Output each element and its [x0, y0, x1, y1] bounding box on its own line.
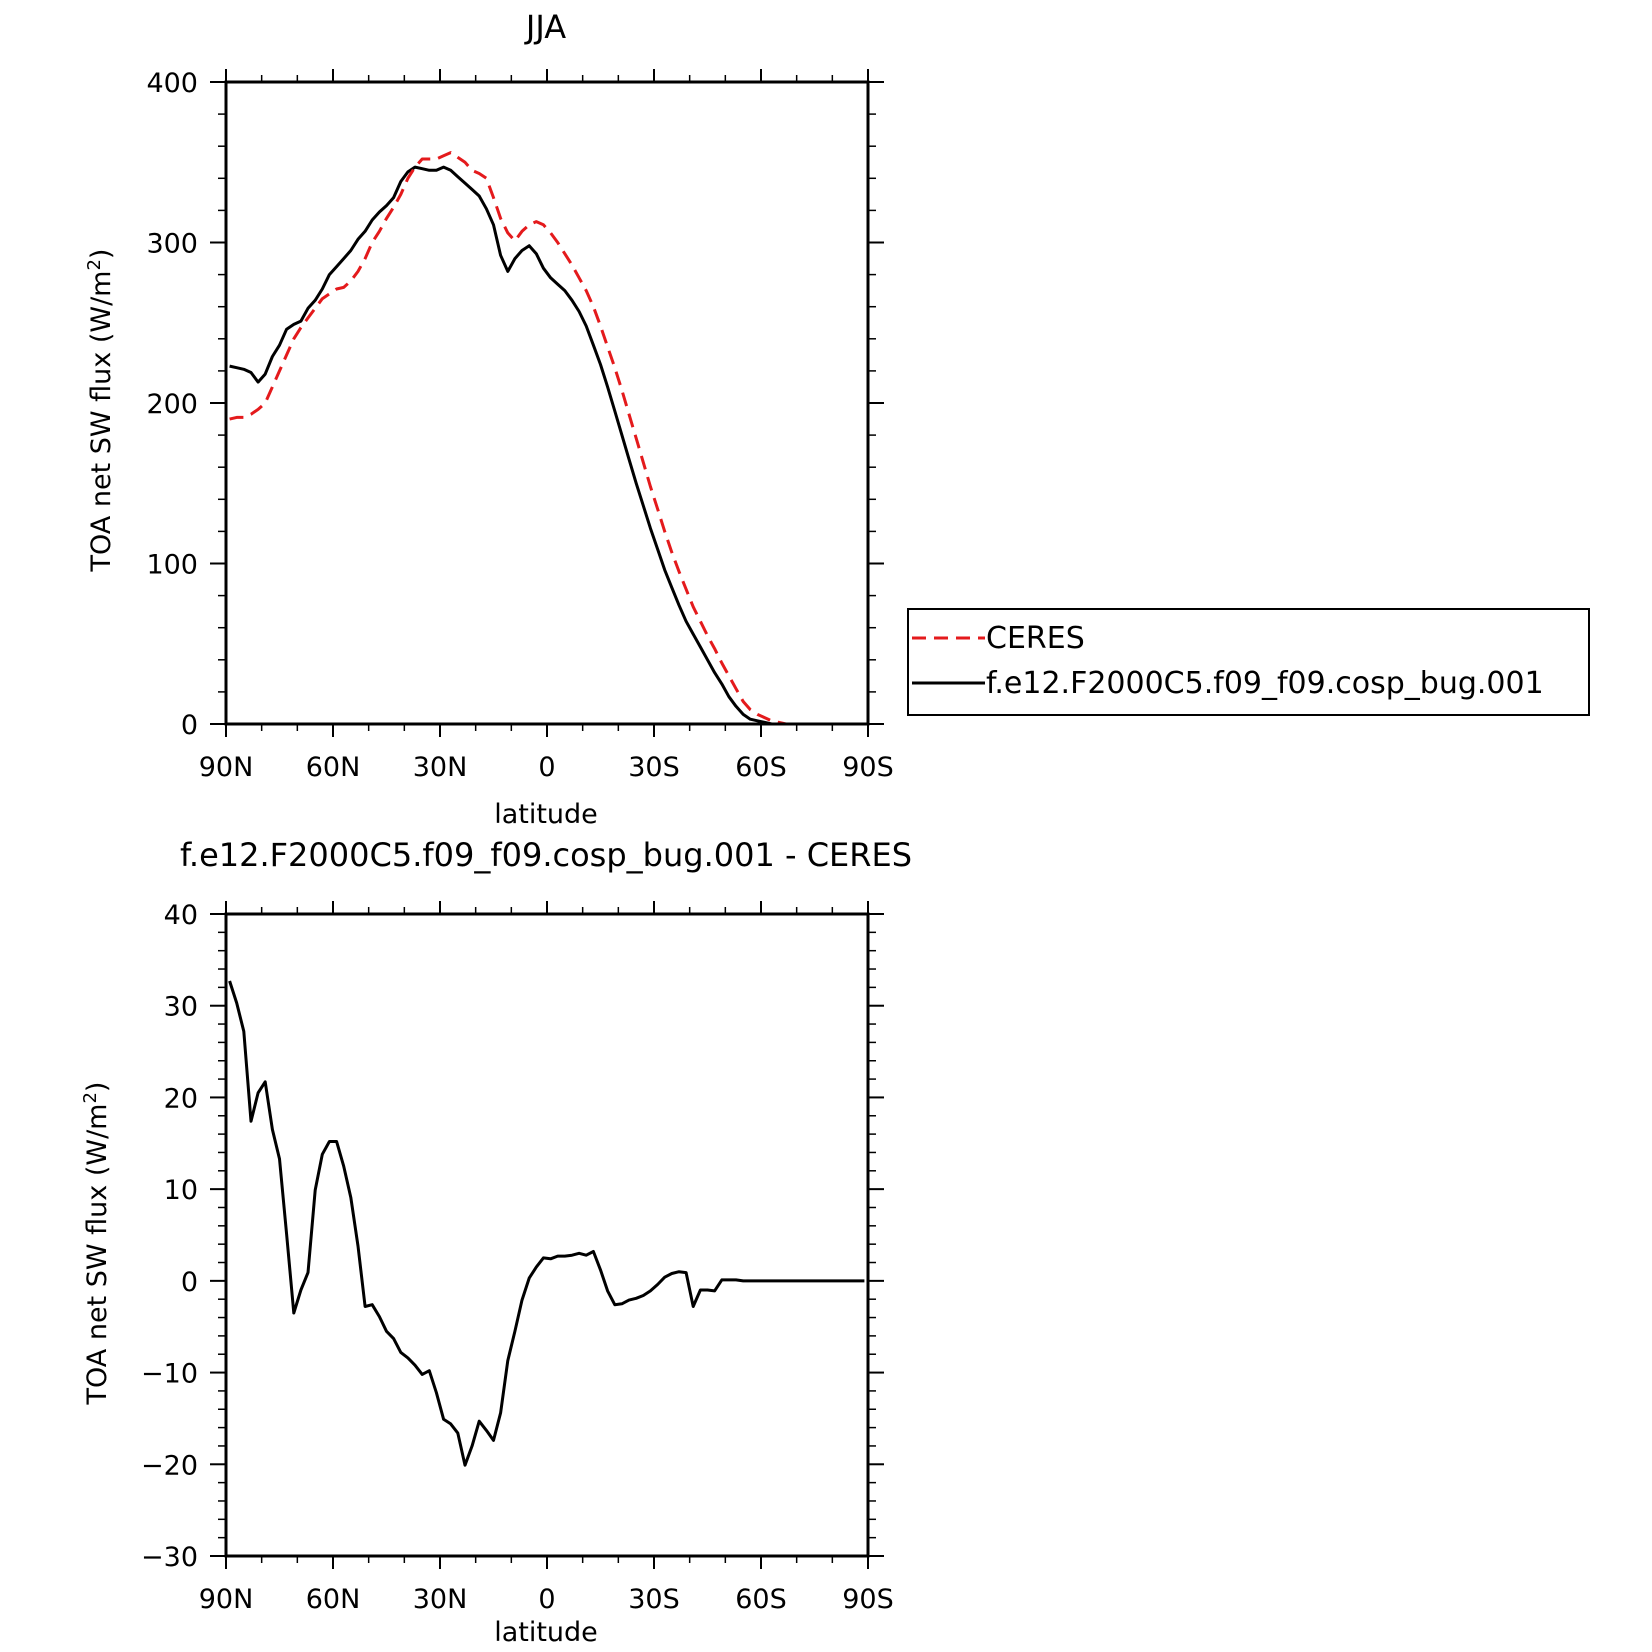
y-tick-label: 0 — [181, 1267, 198, 1298]
y-tick-label: 100 — [146, 550, 198, 581]
x-tick-label: 60N — [306, 1584, 361, 1615]
x-tick-label: 90S — [842, 752, 894, 783]
bottom-chart-title: f.e12.F2000C5.f09_f09.cosp_bug.001 - CER… — [180, 836, 912, 874]
y-tick-label: 0 — [181, 710, 198, 741]
y-tick-label: 10 — [164, 1175, 198, 1206]
y-tick-label: −10 — [141, 1359, 198, 1390]
series-line — [229, 165, 865, 726]
bottom-chart-series — [228, 980, 865, 1467]
x-tick-label: 60S — [735, 1584, 787, 1615]
top-chart-series — [229, 151, 865, 726]
y-tick-label: 300 — [146, 229, 198, 260]
top-plot-frame — [224, 80, 870, 726]
legend: CERES f.e12.F2000C5.f09_f09.cosp_bug.001 — [907, 608, 1590, 716]
x-tick-label: 30S — [628, 752, 680, 783]
x-tick-label: 60N — [306, 752, 361, 783]
bottom-y-axis-label-sup: 2 — [80, 1092, 101, 1103]
bottom-chart-tick-labels: 90N 60N 30N 0 30S 60S 90S −30 −20 −10 0 10 20 30 40 — [141, 900, 894, 1615]
bottom-plot-frame — [224, 912, 870, 1558]
legend-label-model: f.e12.F2000C5.f09_f09.cosp_bug.001 — [986, 666, 1544, 701]
series-line — [229, 151, 865, 726]
top-y-axis-label-end: ) — [86, 249, 117, 260]
y-tick-label: 400 — [146, 68, 198, 99]
y-tick-label: −30 — [141, 1542, 198, 1573]
x-tick-label: 30S — [628, 1584, 680, 1615]
y-tick-label: −20 — [141, 1450, 198, 1481]
top-chart-title: JJA — [524, 8, 566, 46]
x-tick-label: 90S — [842, 1584, 894, 1615]
y-tick-label: 40 — [164, 900, 198, 931]
y-tick-label: 20 — [164, 1083, 198, 1114]
x-tick-label: 60S — [735, 752, 787, 783]
bottom-y-axis-label-end: ) — [82, 1082, 113, 1093]
top-panel: JJA 90N 60N 30N 0 30S 60S 90S 0 100 200 300 400 lat… — [84, 8, 894, 830]
bottom-y-axis-label-main: TOA net SW flux (W/m — [82, 1104, 113, 1406]
series-line — [228, 980, 865, 1467]
top-y-axis-label: TOA net SW flux (W/m2) — [84, 249, 117, 573]
top-y-axis-label-sup: 2 — [84, 259, 105, 270]
top-chart-ticks — [210, 69, 884, 737]
x-tick-label: 0 — [538, 1584, 555, 1615]
top-chart-tick-labels: 90N 60N 30N 0 30S 60S 90S 0 100 200 300 400 — [146, 68, 893, 783]
legend-label-ceres: CERES — [986, 621, 1085, 656]
top-x-axis-label: latitude — [494, 799, 598, 830]
y-tick-label: 30 — [164, 992, 198, 1023]
bottom-y-axis-label: TOA net SW flux (W/m2) — [80, 1082, 113, 1406]
x-tick-label: 30N — [413, 752, 468, 783]
bottom-x-axis-label: latitude — [494, 1617, 598, 1648]
top-y-axis-label-main: TOA net SW flux (W/m — [86, 271, 117, 573]
x-tick-label: 90N — [199, 752, 254, 783]
y-tick-label: 200 — [146, 389, 198, 420]
x-tick-label: 90N — [199, 1584, 254, 1615]
legend-box — [907, 608, 1590, 716]
x-tick-label: 30N — [413, 1584, 468, 1615]
bottom-panel: f.e12.F2000C5.f09_f09.cosp_bug.001 - CER… — [80, 836, 912, 1648]
x-tick-label: 0 — [538, 752, 555, 783]
